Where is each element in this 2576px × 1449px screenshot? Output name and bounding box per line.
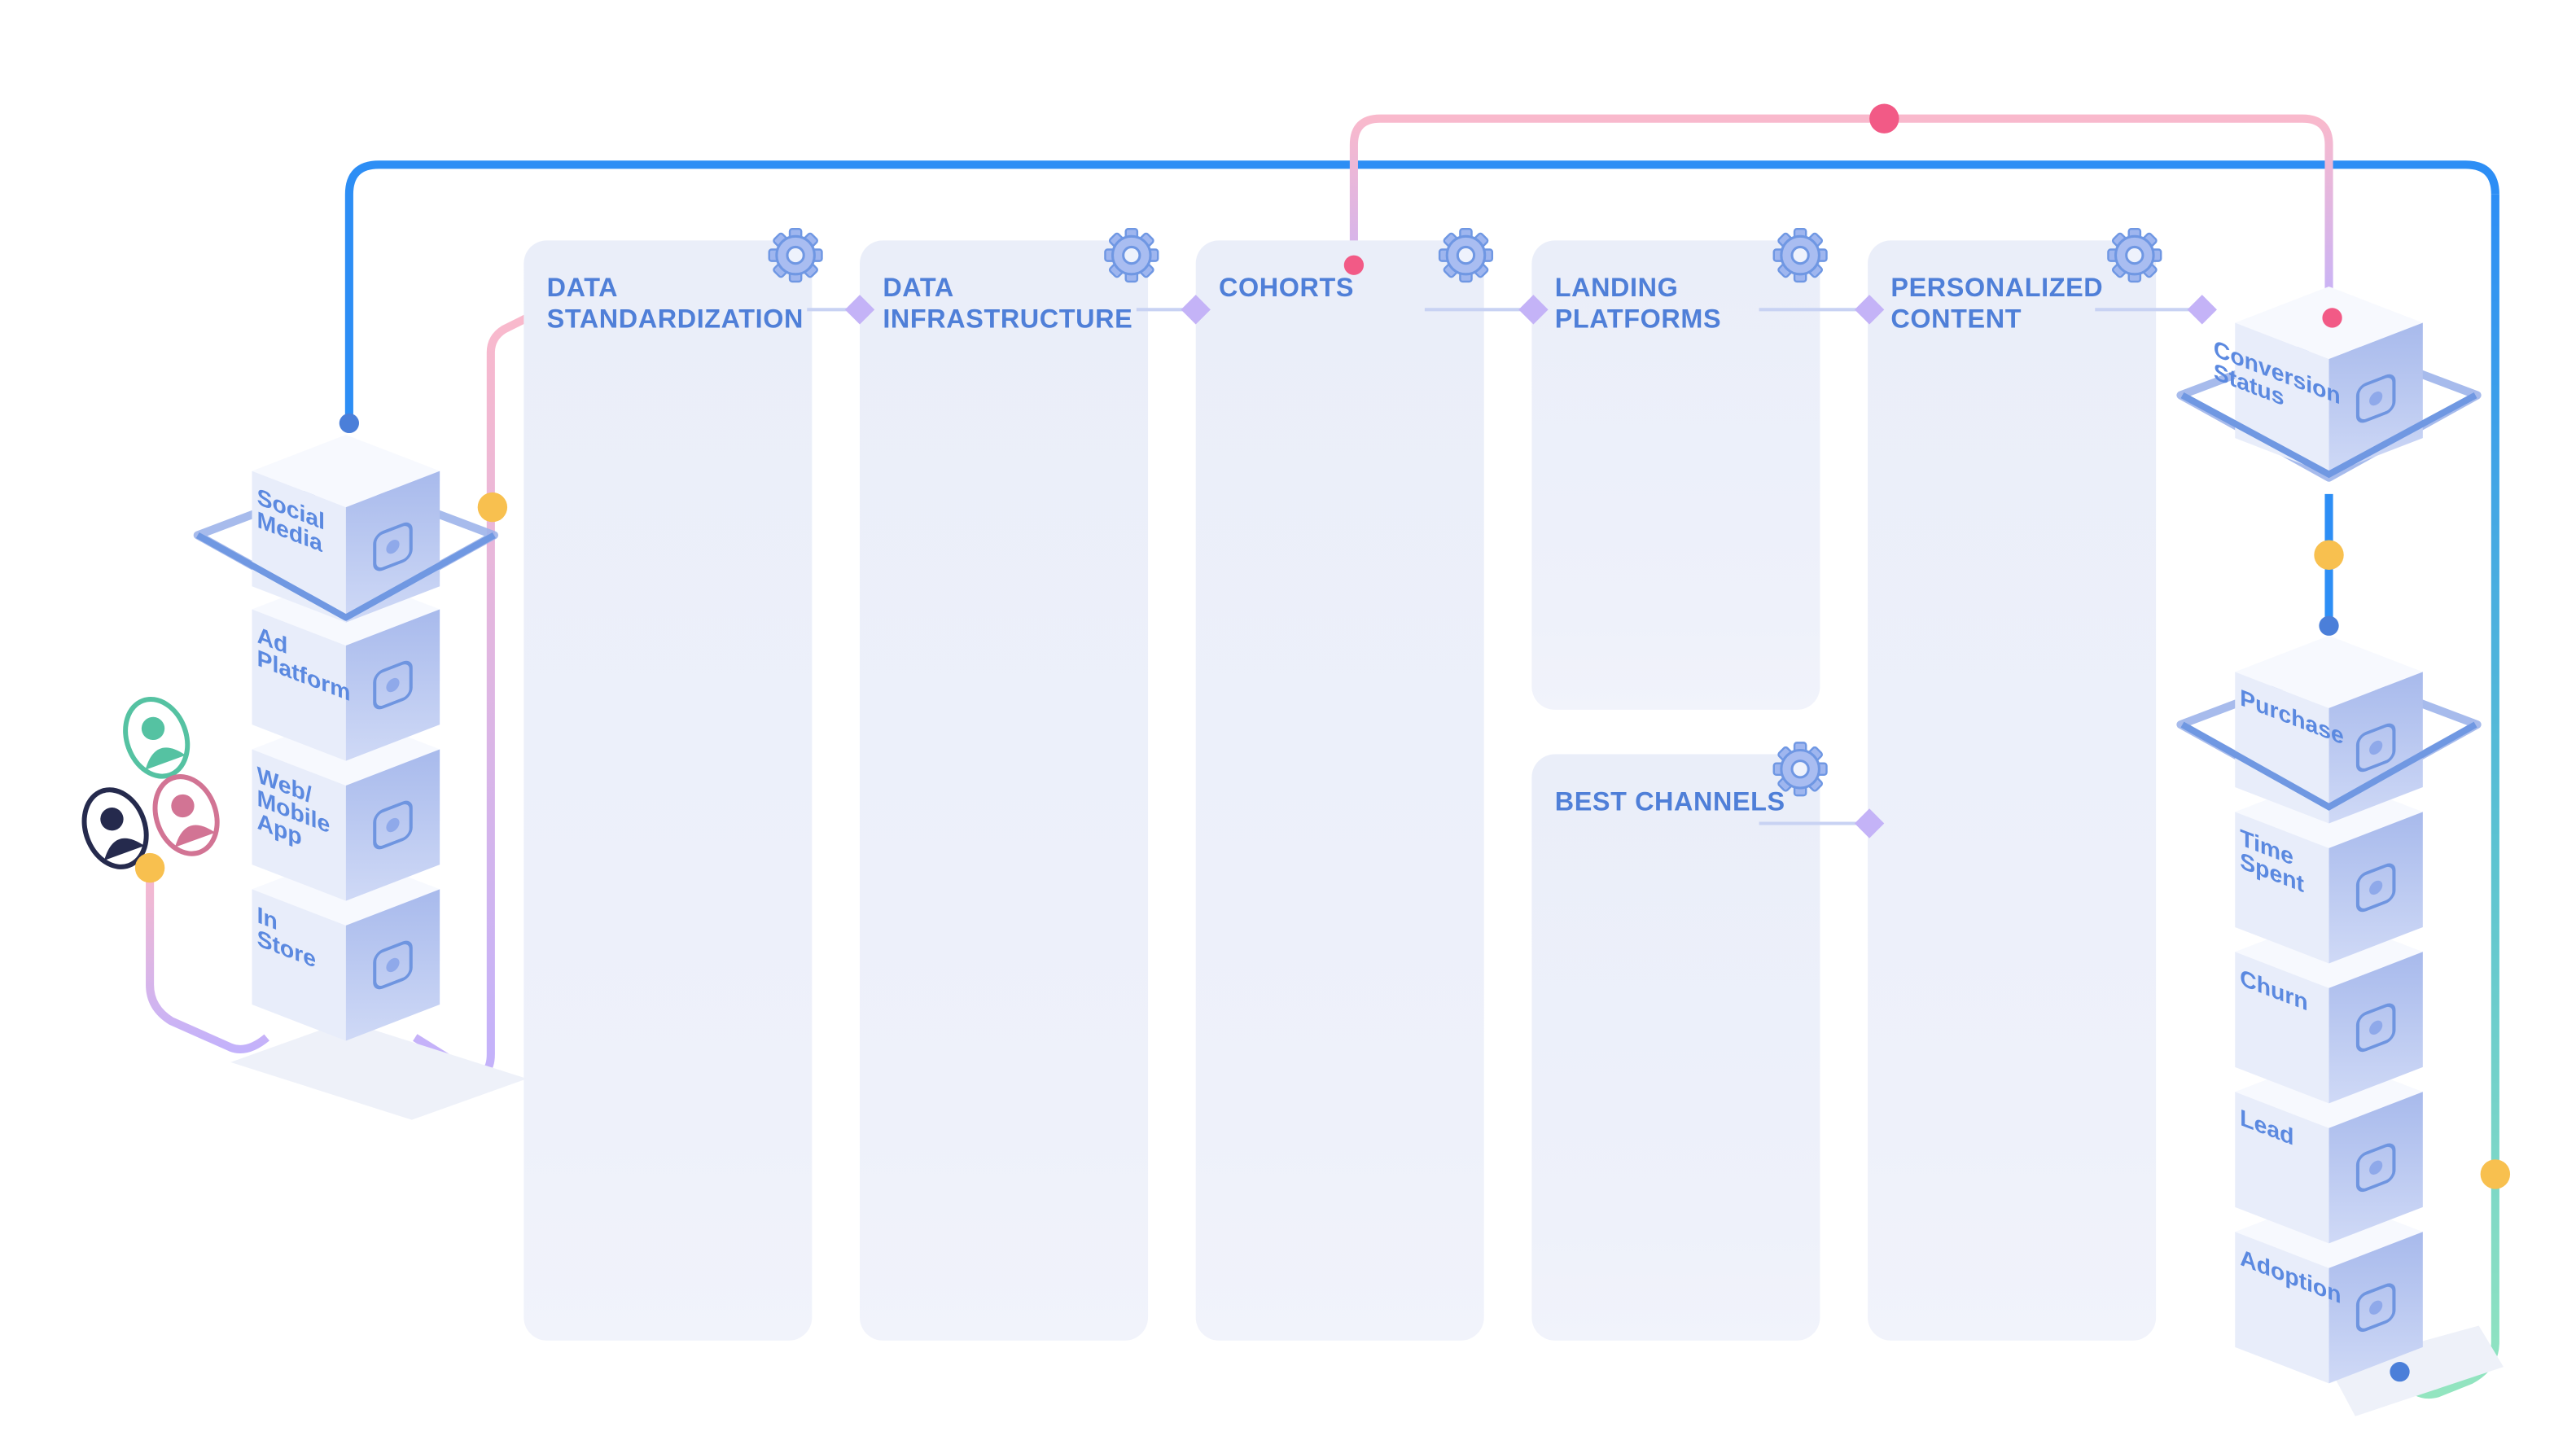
column-title: DATA INFRASTRUCTURE — [883, 274, 1133, 335]
connector-diamond — [1854, 808, 1885, 838]
dot-orange-node — [134, 852, 165, 883]
column-title: LANDING PLATFORMS — [1554, 274, 1722, 335]
dot-orange-node — [2314, 540, 2344, 570]
column-landing-platforms[interactable]: LANDING PLATFORMS — [1531, 240, 1820, 710]
column-title: COHORTS — [1219, 274, 1355, 304]
chat-bubbles-icon — [373, 522, 413, 571]
gear-icon[interactable] — [1772, 742, 1828, 797]
column-cohorts[interactable]: COHORTS — [1195, 240, 1484, 1341]
stack-shadow — [230, 1021, 528, 1120]
connector-diamond — [1854, 295, 1885, 325]
dot-red-node — [1869, 103, 1899, 134]
column-personalized-content[interactable]: PERSONALIZED CONTENT — [1868, 240, 2157, 1341]
price-tag-icon — [2355, 723, 2396, 773]
connector-diamond — [2187, 295, 2217, 325]
cube-price-tag[interactable] — [2235, 635, 2423, 824]
stack-shadow — [2328, 1325, 2504, 1416]
connector-diamond — [1518, 295, 1549, 325]
dot-blue-node — [339, 413, 360, 434]
declining-chart-icon — [2355, 1003, 2396, 1053]
connector-diamond — [844, 295, 875, 325]
dot-blue-node — [2319, 615, 2339, 636]
gear-icon[interactable] — [1438, 227, 1494, 283]
blue-flow-line — [344, 160, 2499, 423]
selection-ring-front — [2180, 721, 2477, 811]
selection-ring-front — [195, 532, 496, 621]
column-title: DATA STANDARDIZATION — [546, 274, 804, 335]
dot-blue-node — [2390, 1362, 2410, 1382]
gear-icon[interactable] — [1772, 227, 1828, 283]
column-title: BEST CHANNELS — [1554, 789, 1785, 817]
selection-ring-front — [2180, 392, 2477, 479]
app-store-icon — [373, 800, 413, 850]
user-input-line — [146, 868, 269, 1053]
pink-feedback-line — [1349, 114, 2333, 318]
column-best-channels[interactable]: BEST CHANNELS — [1531, 754, 1820, 1341]
storefront-icon — [373, 940, 413, 990]
ad-platform-icon — [373, 660, 413, 710]
clock-icon — [2355, 863, 2396, 913]
dot-orange-node — [477, 492, 508, 523]
user-avatar-icon[interactable] — [74, 781, 157, 875]
dot-orange-node — [2480, 1159, 2511, 1189]
user-heart-icon — [2355, 1283, 2396, 1333]
dot-red-node — [1343, 255, 1365, 275]
users-check-icon — [2355, 1143, 2396, 1193]
connector-diamond — [1181, 295, 1211, 325]
gear-icon[interactable] — [768, 227, 823, 283]
column-title: PERSONALIZED CONTENT — [1890, 274, 2104, 335]
gear-icon[interactable] — [2107, 227, 2162, 283]
column-data-standardization[interactable]: DATA STANDARDIZATION — [524, 240, 813, 1341]
user-avatar-icon[interactable] — [115, 690, 198, 785]
column-data-infrastructure[interactable]: DATA INFRASTRUCTURE — [860, 240, 1149, 1341]
person-icon — [2355, 374, 2396, 423]
dot-red-node — [2322, 308, 2342, 328]
user-avatar-icon[interactable] — [145, 768, 228, 862]
gear-icon[interactable] — [1104, 227, 1159, 283]
